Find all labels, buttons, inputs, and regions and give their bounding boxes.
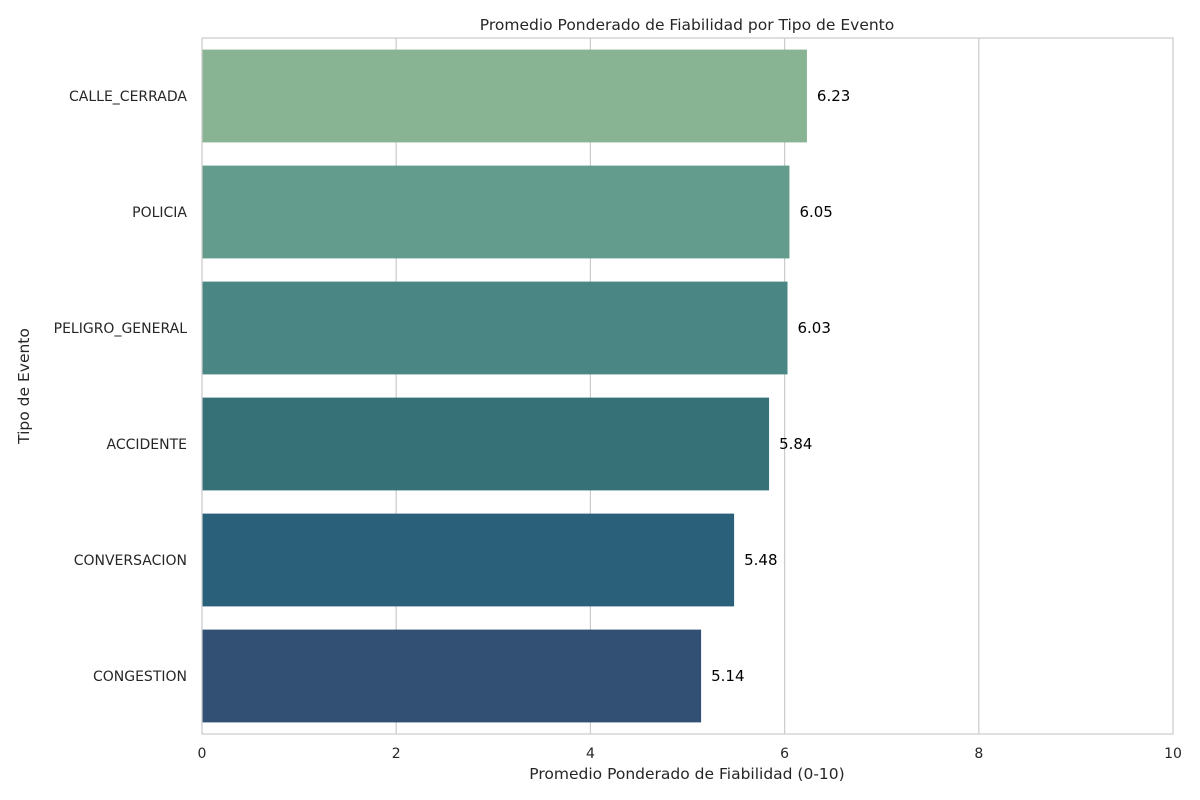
chart-title: Promedio Ponderado de Fiabilidad por Tip… [480,16,895,34]
data-label: 6.23 [817,87,850,105]
bar [202,397,770,491]
x-axis-title: Promedio Ponderado de Fiabilidad (0-10) [529,765,844,783]
bar [202,513,735,607]
x-tick-label: 10 [1164,746,1182,762]
y-tick-label: CONVERSACION [74,553,187,569]
y-axis-title: Tipo de Evento [15,328,33,445]
y-tick-label: CONGESTION [93,669,187,685]
y-tick-label: POLICIA [132,205,187,221]
plot-frame [201,37,1174,735]
bar [202,629,702,723]
data-label: 5.48 [744,551,777,569]
y-tick-label: PELIGRO_GENERAL [54,321,188,337]
x-tick-label: 0 [198,746,207,762]
x-tick-labels: 0 2 4 6 8 10 [198,746,1182,762]
data-labels: 6.23 6.05 6.03 5.84 5.48 5.14 [711,87,850,685]
x-tick-label: 8 [974,746,983,762]
data-label: 6.03 [798,319,831,337]
y-tick-labels: CALLE_CERRADA POLICIA PELIGRO_GENERAL ACCID… [54,89,188,685]
data-label: 5.84 [779,435,812,453]
x-tick-label: 2 [392,746,401,762]
grid-lines [395,38,980,734]
bar [202,281,788,375]
bars [202,49,807,723]
data-label: 6.05 [799,203,832,221]
bar [202,49,807,143]
x-tick-label: 6 [780,746,789,762]
bar [202,165,790,259]
y-tick-label: ACCIDENTE [106,437,187,453]
data-label: 5.14 [711,667,744,685]
plot-area [202,38,1173,734]
y-tick-label: CALLE_CERRADA [69,89,187,105]
x-tick-label: 4 [586,746,595,762]
